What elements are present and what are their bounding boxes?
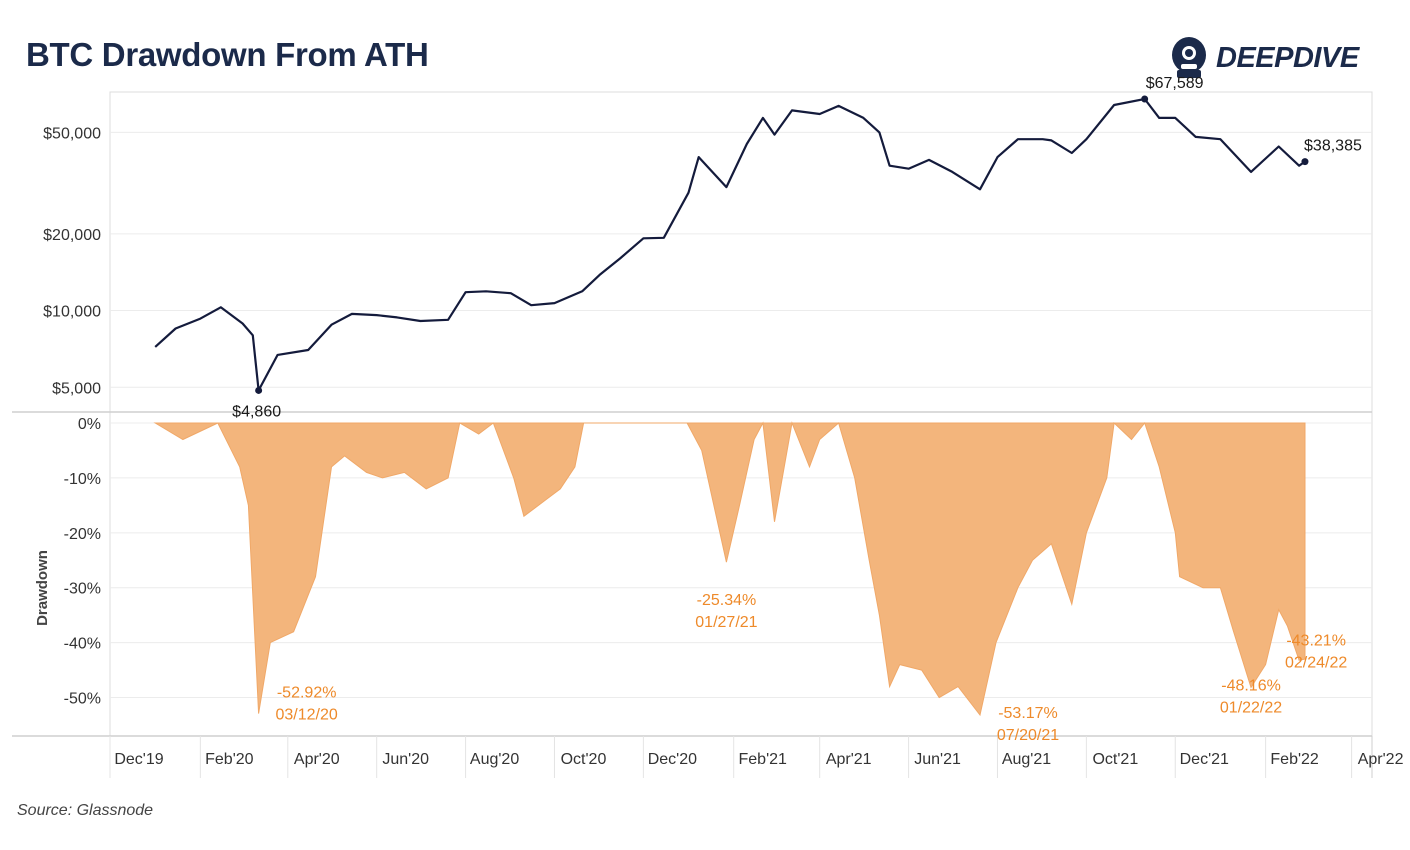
x-tick-label: Apr'22 xyxy=(1358,751,1404,768)
brand-logo: DEEPDIVE xyxy=(1168,34,1359,82)
drawdown-annotation-date: 07/20/21 xyxy=(997,727,1059,744)
drawdown-annotation-date: 01/22/22 xyxy=(1220,699,1282,716)
drawdown-annotation-date: 03/12/20 xyxy=(276,707,338,724)
price-y-tick-label: $10,000 xyxy=(43,304,101,321)
price-annotation-label: $38,385 xyxy=(1304,138,1362,155)
drawdown-annotation-date: 01/27/21 xyxy=(695,614,757,631)
price-annotation-dot xyxy=(255,386,263,394)
diver-helmet-icon xyxy=(1172,37,1206,78)
price-y-tick-label: $50,000 xyxy=(43,125,101,142)
x-tick-label: Feb'20 xyxy=(205,751,254,768)
drawdown-y-tick-label: -40% xyxy=(64,636,101,653)
x-tick-label: Apr'21 xyxy=(826,751,872,768)
drawdown-y-tick-label: -20% xyxy=(64,526,101,543)
drawdown-annotation-value: -43.21% xyxy=(1286,632,1346,649)
drawdown-y-tick-label: -30% xyxy=(64,581,101,598)
source-note: Source: Glassnode xyxy=(17,802,154,819)
price-annotation-dot xyxy=(1141,95,1149,103)
plot-frame xyxy=(109,91,1373,737)
drawdown-annotation-value: -25.34% xyxy=(697,592,757,609)
x-tick-label: Oct'21 xyxy=(1092,751,1138,768)
drawdown-annotation-value: -53.17% xyxy=(998,705,1058,722)
drawdown-y-tick-label: -50% xyxy=(64,691,101,708)
x-tick-label: Feb'22 xyxy=(1270,751,1319,768)
drawdown-y-axis-label: Drawdown xyxy=(34,550,51,626)
drawdown-y-tick-label: 0% xyxy=(78,416,101,433)
chart-title: BTC Drawdown From ATH xyxy=(26,36,429,73)
x-tick-label: Jun'20 xyxy=(382,751,429,768)
price-y-tick-label: $5,000 xyxy=(52,380,101,397)
x-tick-label: Oct'20 xyxy=(561,751,607,768)
drawdown-annotation-value: -48.16% xyxy=(1221,677,1281,694)
x-tick-label: Feb'21 xyxy=(739,751,788,768)
x-tick-label: Jun'21 xyxy=(914,751,961,768)
price-annotation-dot xyxy=(1301,158,1309,166)
drawdown-annotation-date: 02/24/22 xyxy=(1285,654,1347,671)
brand-name: DEEPDIVE xyxy=(1216,41,1359,74)
x-tick-label: Aug'20 xyxy=(470,751,519,768)
price-annotation-label: $4,860 xyxy=(232,403,281,420)
drawdown-y-tick-label: -10% xyxy=(64,471,101,488)
x-tick-label: Dec'19 xyxy=(114,751,163,768)
drawdown-annotation-value: -52.92% xyxy=(277,685,337,702)
price-annotation-label: $67,589 xyxy=(1146,75,1204,92)
drawdown-area xyxy=(153,421,1306,717)
x-tick-label: Aug'21 xyxy=(1002,751,1051,768)
x-tick-label: Apr'20 xyxy=(294,751,340,768)
price-line xyxy=(154,97,1306,392)
price-y-tick-label: $20,000 xyxy=(43,227,101,244)
x-tick-label: Dec'21 xyxy=(1180,751,1229,768)
x-tick-label: Dec'20 xyxy=(648,751,697,768)
